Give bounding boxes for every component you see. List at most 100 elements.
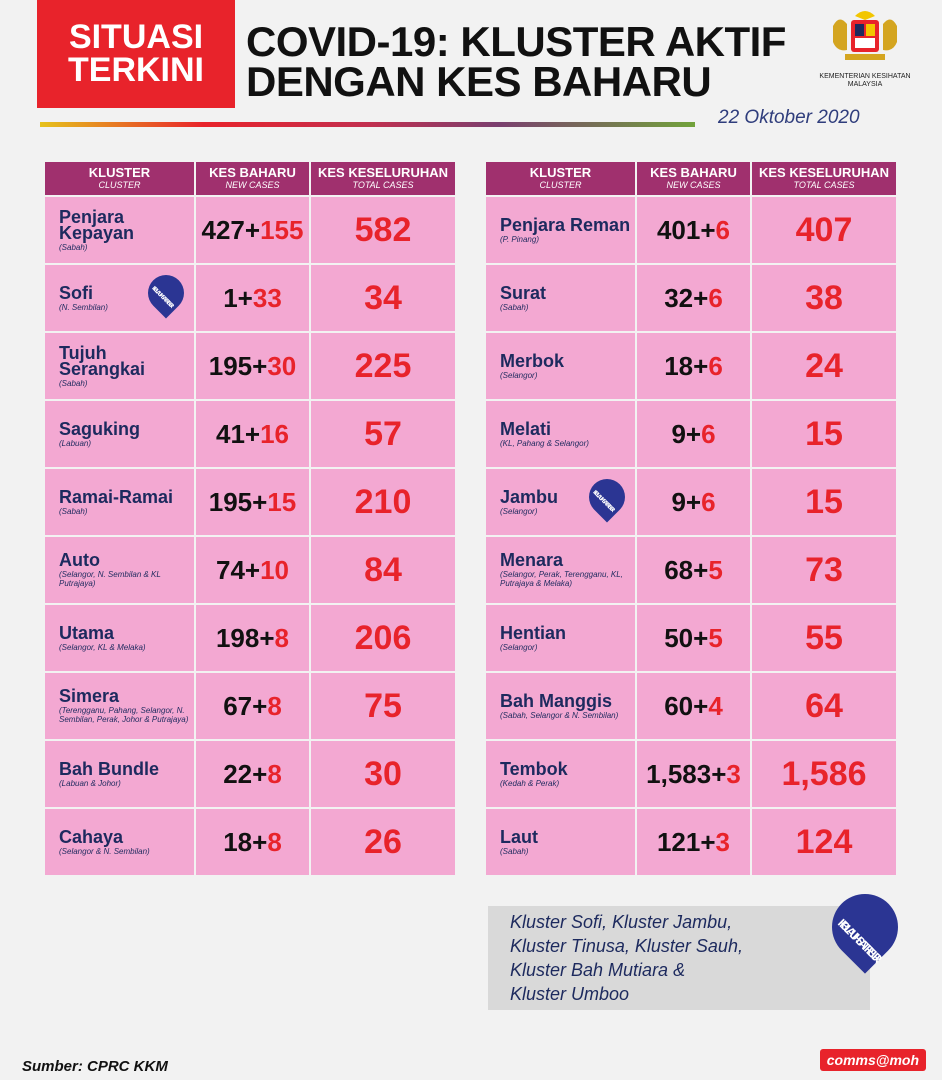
header-new-cases: KES BAHARU NEW CASES — [637, 162, 750, 195]
new-cases-increment: 8 — [267, 690, 282, 721]
ministry-logo: KEMENTERIAN KESIHATAN MALAYSIA — [815, 6, 915, 89]
header-new-cases: KES BAHARU NEW CASES — [196, 162, 309, 195]
cluster-name: Bah Manggis — [500, 690, 613, 711]
new-cases-cell: 68+5 — [637, 537, 750, 603]
cluster-name: Bah Bundle — [59, 758, 160, 779]
note-line2: Kluster Tinusa, Kluster Sauh, — [510, 936, 743, 956]
cluster-state: (Selangor, N. Sembilan & KL Putrajaya) — [59, 570, 161, 588]
new-cases-cell: 74+10 — [196, 537, 309, 603]
cluster-name-cell: Melati (KL, Pahang & Selangor) — [486, 401, 635, 467]
previous-cases: 60+ — [664, 690, 709, 721]
cluster-name: Penjara Kepayan — [59, 206, 135, 243]
cluster-state: (N. Sembilan) — [59, 302, 108, 312]
coat-of-arms-icon — [833, 11, 897, 60]
cluster-name: Simera — [59, 686, 120, 706]
previous-cases: 18+ — [223, 826, 268, 857]
previous-cases: 68+ — [664, 554, 709, 585]
new-cases-increment: 6 — [708, 282, 723, 313]
new-cases-cell: 195+30 — [196, 333, 309, 399]
table-row: Sofi (N. Sembilan) KLUSTER BAHARU 1+33 34 — [45, 265, 455, 331]
cluster-state: (Labuan) — [59, 438, 92, 448]
previous-cases: 121+ — [656, 826, 716, 857]
cluster-name-cell: Surat (Sabah) — [486, 265, 635, 331]
new-cases-cell: 1+33 — [196, 265, 309, 331]
new-cases-cell: 22+8 — [196, 741, 309, 807]
cluster-name-cell: Hentian (Selangor) — [486, 605, 635, 671]
new-cases-increment: 4 — [708, 690, 723, 721]
total-cases-cell: 34 — [311, 265, 455, 331]
total-cases-cell: 15 — [752, 469, 896, 535]
header-total-cases: KES KESELURUHAN TOTAL CASES — [311, 162, 455, 195]
total-cases-cell: 24 — [752, 333, 896, 399]
total-cases-cell: 582 — [311, 197, 455, 263]
table-row: Ramai-Ramai (Sabah) 195+15 210 — [45, 469, 455, 535]
new-cases-increment: 6 — [701, 418, 716, 449]
cluster-name: Sofi — [59, 282, 93, 303]
table-row: Surat (Sabah) 32+6 38 — [486, 265, 896, 331]
new-cases-cell: 195+15 — [196, 469, 309, 535]
table-row: Laut (Sabah) 121+3 124 — [486, 809, 896, 875]
cluster-state: (Sabah, Selangor & N. Sembilan) — [500, 710, 619, 720]
badge-line2: TERKINI — [68, 51, 204, 89]
new-cases-cell: 401+6 — [637, 197, 750, 263]
table-row: Simera (Terengganu, Pahang, Selangor, N. … — [45, 673, 455, 739]
total-cases-cell: 225 — [311, 333, 455, 399]
new-cases-cell: 9+6 — [637, 401, 750, 467]
cluster-name-cell: Simera (Terengganu, Pahang, Selangor, N. … — [45, 673, 194, 739]
new-cases-increment: 3 — [715, 826, 731, 857]
new-cases-increment: 3 — [726, 758, 741, 789]
previous-cases: 1,583+ — [646, 758, 727, 789]
cluster-name: Laut — [500, 826, 538, 847]
ministry-name-line2: MALAYSIA — [847, 81, 883, 88]
total-cases-cell: 55 — [752, 605, 896, 671]
cluster-state: (Sabah) — [500, 302, 529, 312]
new-cases-increment: 10 — [260, 554, 290, 585]
title-line2: DENGAN KES BAHARU — [246, 58, 712, 105]
header-total-cases: KES KESELURUHAN TOTAL CASES — [752, 162, 896, 195]
cluster-name: Ramai-Ramai — [59, 486, 174, 507]
new-cases-cell: 50+5 — [637, 605, 750, 671]
cluster-table-right: KLUSTER CLUSTER KES BAHARU NEW CASES KES K… — [484, 160, 898, 877]
previous-cases: 9+ — [671, 418, 702, 449]
badge-line1: SITUASI — [68, 18, 204, 56]
new-cases-increment: 6 — [715, 214, 731, 245]
previous-cases: 22+ — [223, 758, 268, 789]
new-cases-cell: 1,583+3 — [637, 741, 750, 807]
new-cases-increment: 5 — [708, 554, 723, 585]
cluster-name-cell: Penjara Kepayan (Sabah) — [45, 197, 194, 263]
previous-cases: 195+ — [208, 350, 268, 381]
total-cases-cell: 73 — [752, 537, 896, 603]
table-row: Merbok (Selangor) 18+6 24 — [486, 333, 896, 399]
cluster-name-cell: Ramai-Ramai (Sabah) — [45, 469, 194, 535]
cluster-state: (Labuan & Johor) — [59, 778, 121, 788]
new-cases-increment: 16 — [260, 418, 290, 449]
cluster-name: Saguking — [59, 418, 141, 439]
new-cases-cell: 18+8 — [196, 809, 309, 875]
color-divider — [40, 122, 695, 127]
cluster-name: Menara — [500, 550, 564, 570]
note-line1: Kluster Sofi, Kluster Jambu, — [510, 912, 733, 932]
cluster-state: (Selangor, KL & Melaka) — [59, 642, 146, 652]
cluster-state: (Terengganu, Pahang, Selangor, N. Sembil… — [59, 706, 189, 724]
new-cases-cell: 121+3 — [637, 809, 750, 875]
table-row: Saguking (Labuan) 41+16 57 — [45, 401, 455, 467]
previous-cases: 32+ — [664, 282, 709, 313]
table-header-row: KLUSTER CLUSTER KES BAHARU NEW CASES KES K… — [45, 162, 455, 195]
cluster-name-cell: Auto (Selangor, N. Sembilan & KL Putrajay… — [45, 537, 194, 603]
new-cases-increment: 6 — [701, 486, 716, 517]
cluster-name-cell: Tembok (Kedah & Perak) — [486, 741, 635, 807]
cluster-state: (Sabah) — [500, 846, 529, 856]
situasi-terkini-badge: SITUASI TERKINI — [37, 0, 235, 108]
previous-cases: 41+ — [215, 418, 261, 449]
cluster-name: Melati — [500, 418, 552, 439]
new-cases-increment: 6 — [708, 350, 723, 381]
total-cases-cell: 38 — [752, 265, 896, 331]
new-cases-increment: 8 — [267, 758, 282, 789]
cluster-name-cell: Cahaya (Selangor & N. Sembilan) — [45, 809, 194, 875]
cluster-name: Tujuh Serangkai — [59, 342, 146, 379]
table-row: Bah Manggis (Sabah, Selangor & N. Sembila… — [486, 673, 896, 739]
cluster-name-cell: Menara (Selangor, Perak, Terengganu, KL, … — [486, 537, 635, 603]
previous-cases: 198+ — [215, 622, 275, 653]
table-row: Menara (Selangor, Perak, Terengganu, KL, … — [486, 537, 896, 603]
new-cases-cell: 427+155 — [196, 197, 309, 263]
